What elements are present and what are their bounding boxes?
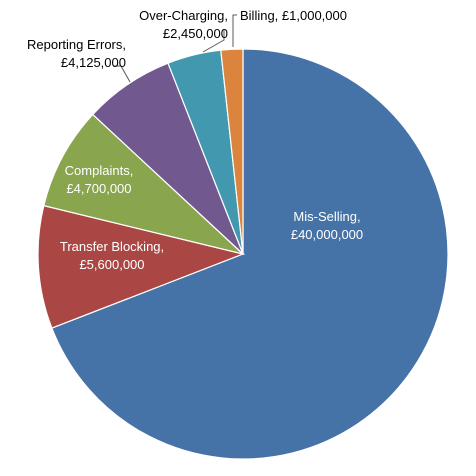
data-label-reporting-errors: Reporting Errors, £4,125,000 [27,37,126,70]
data-label-category-mis-selling: Mis-Selling, [293,209,360,224]
labels-layer: Mis-Selling, £40,000,000 Transfer Blocking… [27,8,363,272]
pie-slice-mis-selling [51,48,449,460]
data-label-billing: Billing, £1,000,000 [240,8,347,23]
data-label-transfer-blocking: Transfer Blocking, £5,600,000 [60,239,164,272]
data-label-mis-selling: Mis-Selling, £40,000,000 [291,209,363,242]
slices-layer [37,48,449,460]
leaders-layer [113,14,237,83]
data-label-value-over-charging: £2,450,000 [163,26,228,41]
pie-slice-transfer-blocking [37,204,246,329]
pie-slice-complaints [43,113,246,256]
data-label-complaints: Complaints, £4,700,000 [65,163,134,196]
data-label-value-mis-selling: £40,000,000 [291,227,363,242]
leader-line-billing [232,14,237,47]
pie-slice-billing [220,48,244,255]
leader-line-over-charging [202,30,225,53]
data-label-category-transfer-blocking: Transfer Blocking, [60,239,164,254]
data-label-category-complaints: Complaints, [65,163,134,178]
data-label-category-over-charging: Over-Charging, [139,8,228,23]
data-label-value-transfer-blocking: £5,600,000 [79,257,144,272]
leader-line-reporting-errors [113,65,131,83]
data-label-text-billing: Billing, £1,000,000 [240,8,347,23]
data-label-category-reporting-errors: Reporting Errors, [27,37,126,52]
data-label-value-reporting-errors: £4,125,000 [61,55,126,70]
data-label-value-complaints: £4,700,000 [66,181,131,196]
data-label-over-charging: Over-Charging, £2,450,000 [139,8,228,41]
